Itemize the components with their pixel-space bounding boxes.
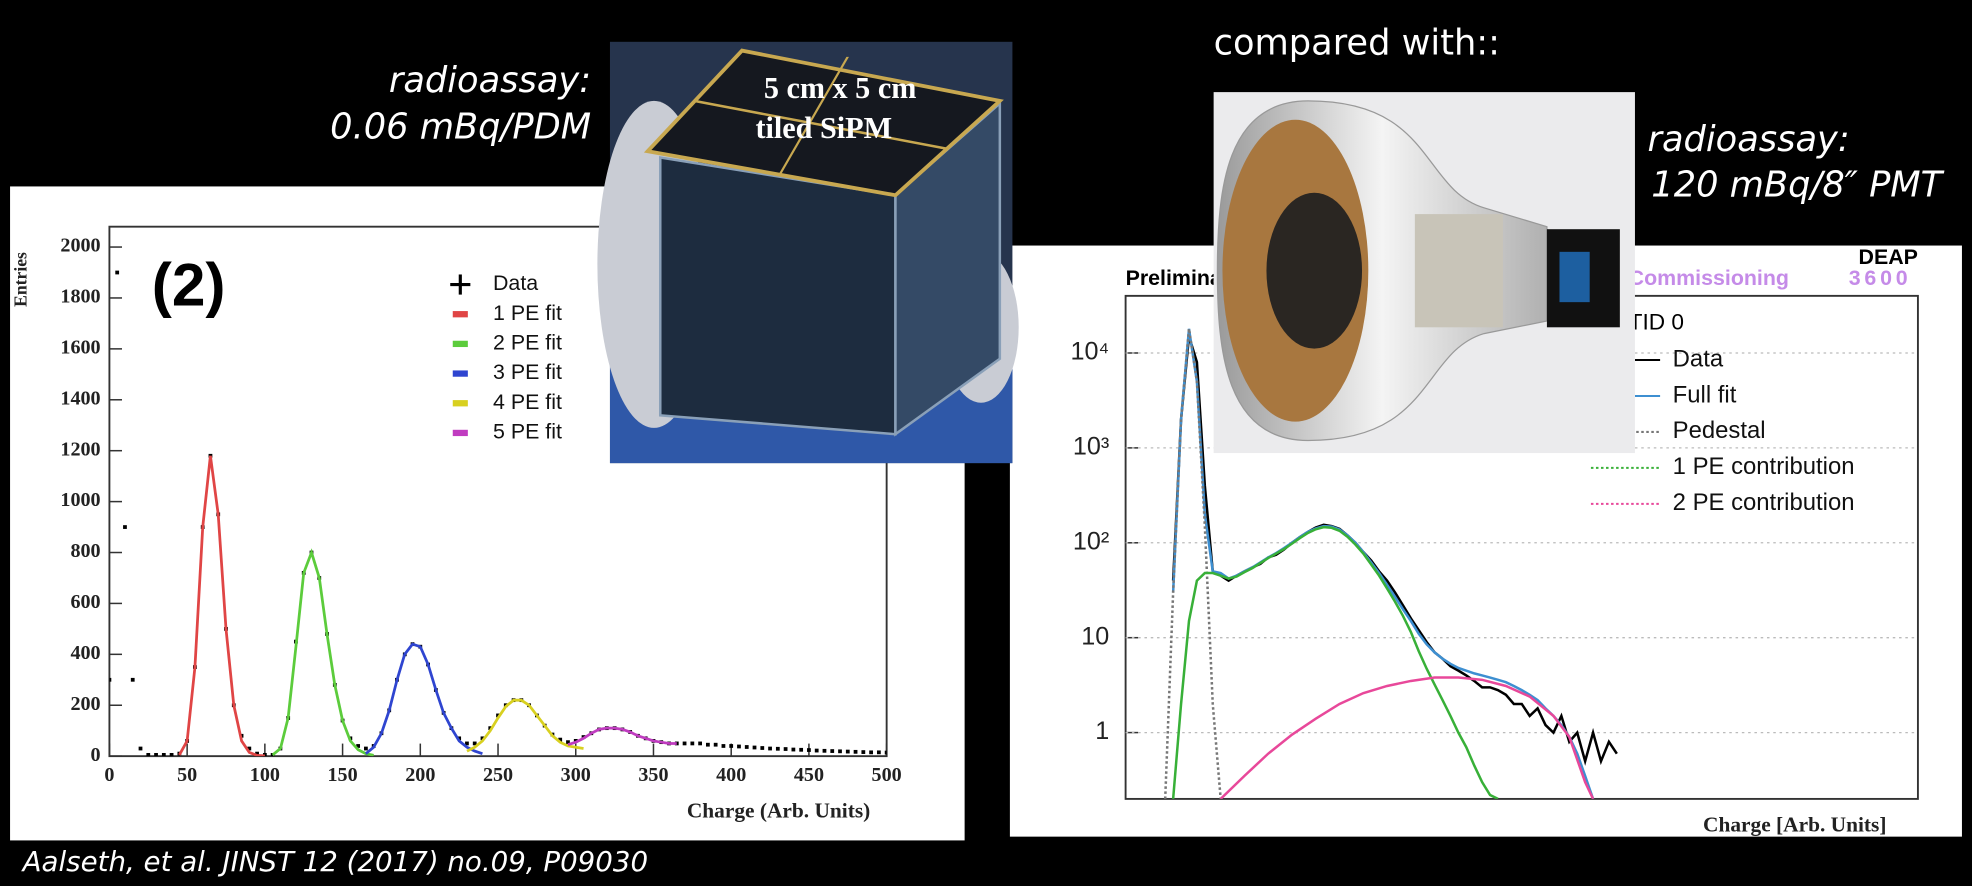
note: 120 mBq/8″ PMT: [1651, 164, 1944, 205]
data-point: [776, 747, 780, 751]
data-point: [123, 525, 127, 529]
annotation: Commissioning: [1629, 266, 1789, 290]
x-tick-label: 100: [250, 764, 280, 786]
pmt-photo: [1214, 92, 1635, 453]
y-tick-label: 1800: [60, 286, 100, 308]
y-tick-label: 1000: [60, 489, 100, 511]
y-tick-label: 10²: [1073, 527, 1109, 555]
note: 0.06 mBq/PDM: [330, 107, 591, 148]
legend-marker: [453, 370, 468, 376]
data-point: [729, 744, 733, 748]
x-axis-label: Charge [Arb. Units]: [1703, 812, 1886, 836]
legend-marker: [453, 400, 468, 406]
legend-label: 2 PE contribution: [1673, 489, 1855, 516]
legend-marker: [453, 311, 468, 317]
slide: 0200400600800100012001400160018002000050…: [0, 0, 1972, 886]
x-tick-label: 300: [561, 764, 591, 786]
y-tick-label: 200: [70, 693, 100, 715]
annotation: TID 0: [1629, 310, 1684, 335]
data-point: [683, 742, 687, 746]
data-point: [745, 745, 749, 749]
data-point: [823, 749, 827, 753]
data-point: [854, 750, 858, 754]
legend-label: Pedestal: [1673, 417, 1766, 444]
legend-marker: [453, 430, 468, 436]
data-point: [846, 750, 850, 754]
data-point: [760, 746, 764, 750]
data-point: [131, 678, 135, 682]
data-point: [768, 747, 772, 751]
photo-caption: 5 cm x 5 cm: [764, 71, 916, 105]
note: radioassay:: [1648, 119, 1850, 160]
y-tick-label: 600: [70, 591, 100, 613]
annotation: (2): [152, 251, 226, 319]
data-point: [830, 749, 834, 753]
legend-label: Full fit: [1673, 381, 1737, 408]
legend-label: Data: [493, 271, 538, 295]
x-tick-label: 450: [794, 764, 824, 786]
annotation: DEAP: [1859, 245, 1918, 269]
data-point: [861, 750, 865, 754]
data-point: [139, 747, 143, 751]
y-tick-label: 400: [70, 642, 100, 664]
legend-label: 1 PE fit: [493, 301, 562, 325]
data-point: [722, 744, 726, 748]
x-tick-label: 400: [716, 764, 746, 786]
citation: Aalseth, et al. JINST 12 (2017) no.09, P…: [21, 845, 648, 878]
data-point: [784, 747, 788, 751]
y-tick-label: 0: [91, 744, 101, 766]
data-point: [791, 748, 795, 752]
y-tick-label: 1400: [60, 387, 100, 409]
x-tick-label: 150: [327, 764, 357, 786]
data-point: [877, 750, 881, 754]
x-tick-label: 500: [872, 764, 902, 786]
x-tick-label: 200: [405, 764, 435, 786]
data-point: [807, 748, 811, 752]
note: radioassay:: [389, 60, 591, 101]
legend-marker: [453, 341, 468, 347]
data-point: [838, 749, 842, 753]
legend-label: 2 PE fit: [493, 331, 562, 355]
y-tick-label: 1: [1095, 717, 1109, 745]
data-point: [815, 749, 819, 753]
y-tick-label: 1600: [60, 336, 100, 358]
data-point: [753, 746, 757, 750]
x-tick-label: 50: [177, 764, 197, 786]
legend-label: 3 PE fit: [493, 360, 562, 384]
heading: compared with::: [1214, 22, 1500, 63]
x-axis-label: Charge (Arb. Units): [687, 799, 870, 823]
legend-label: 4 PE fit: [493, 390, 562, 414]
x-tick-label: 250: [483, 764, 513, 786]
y-tick-label: 800: [70, 540, 100, 562]
legend-label: 5 PE fit: [493, 420, 562, 444]
data-point: [799, 748, 803, 752]
x-tick-label: 350: [638, 764, 668, 786]
y-tick-label: 1200: [60, 438, 100, 460]
y-tick-label: 10: [1081, 622, 1109, 650]
data-point: [869, 750, 873, 754]
data-point: [364, 747, 368, 751]
data-point: [690, 742, 694, 746]
y-axis-label: Entries: [11, 252, 31, 307]
y-tick-label: 10⁴: [1070, 338, 1109, 366]
y-tick-label: 10³: [1073, 433, 1109, 461]
data-point: [698, 742, 702, 746]
annotation: 3600: [1849, 266, 1912, 290]
legend-label: 1 PE contribution: [1673, 453, 1855, 480]
photo-caption: tiled SiPM: [755, 111, 892, 145]
data-point: [706, 743, 710, 747]
data-point: [714, 743, 718, 747]
x-tick-label: 0: [104, 764, 114, 786]
sipm-photo: 5 cm x 5 cm tiled SiPM: [597, 42, 1018, 463]
data-point: [115, 271, 119, 275]
legend-label: Data: [1673, 345, 1724, 372]
y-tick-label: 2000: [60, 235, 100, 257]
data-point: [737, 745, 741, 749]
